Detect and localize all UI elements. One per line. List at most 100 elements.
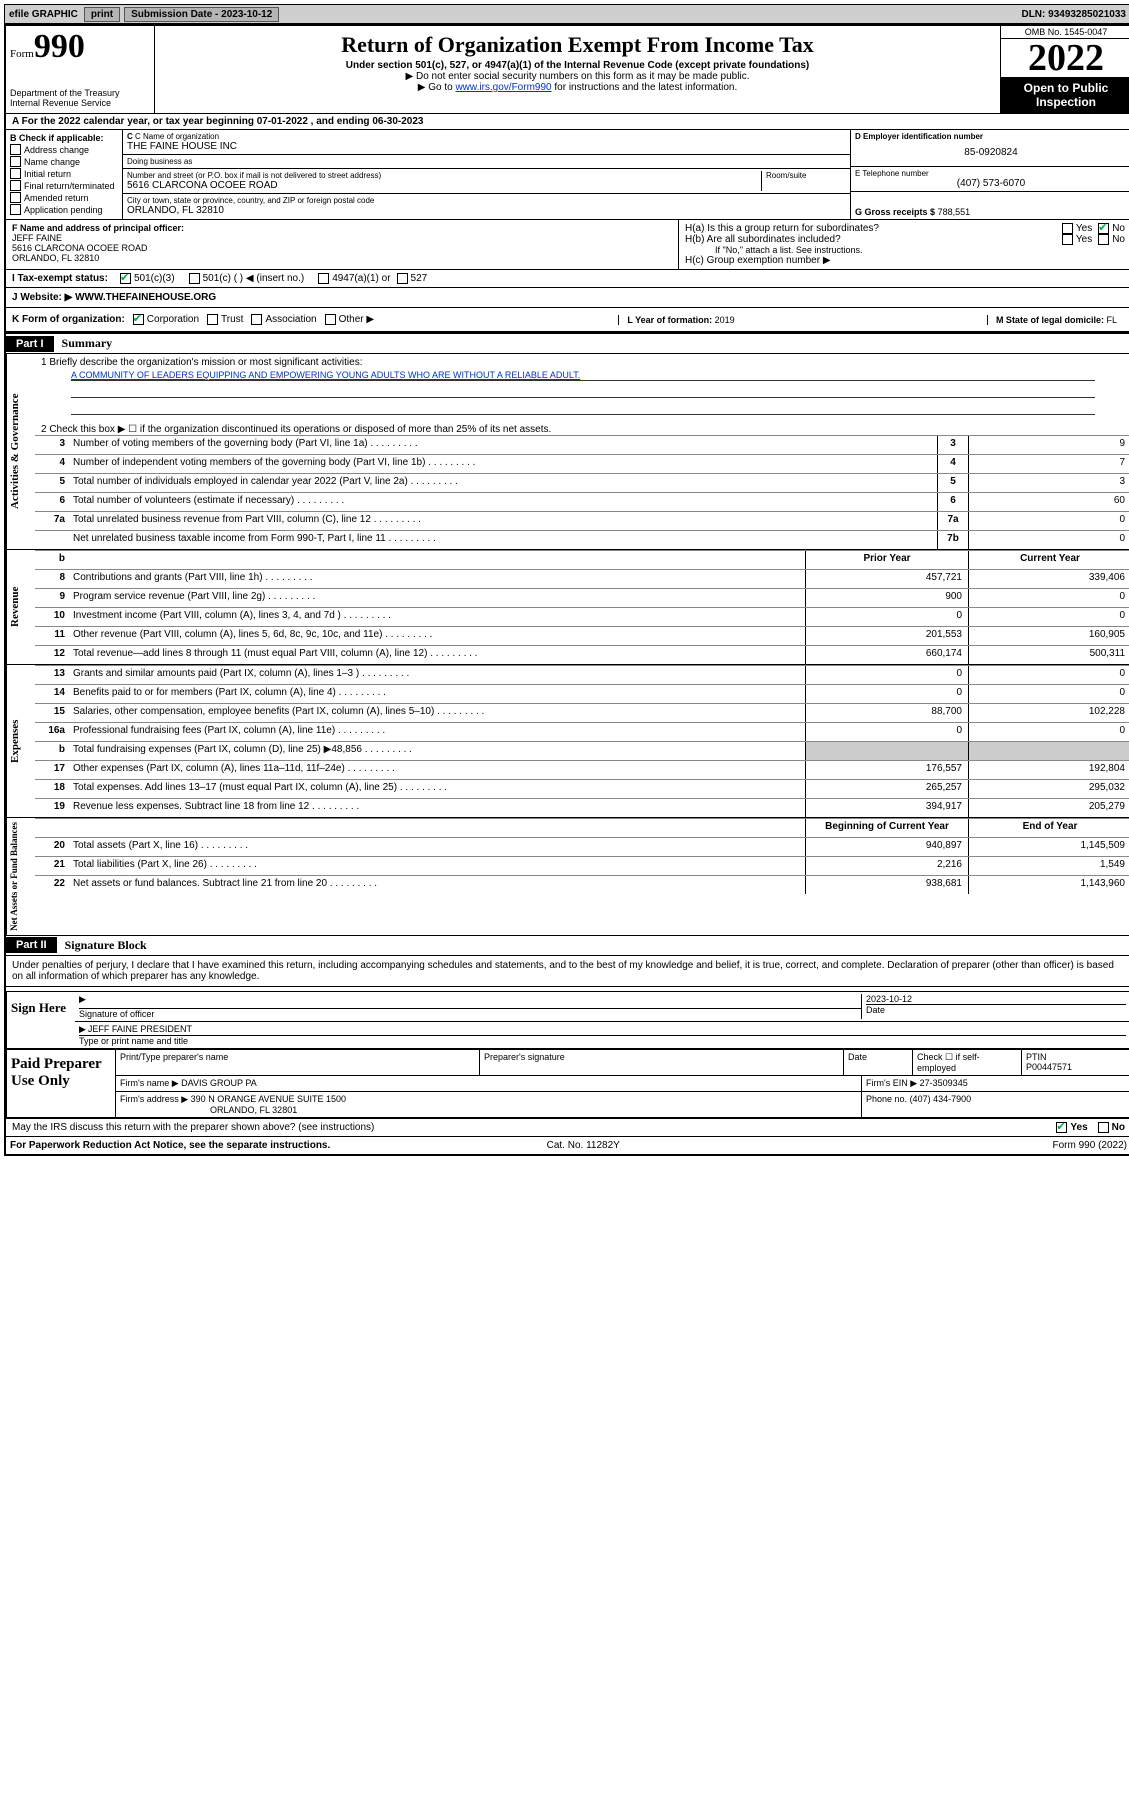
hb-yes[interactable] bbox=[1062, 234, 1073, 245]
summary-line: 22 Net assets or fund balances. Subtract… bbox=[35, 875, 1129, 894]
hdr-current-year: Current Year bbox=[968, 551, 1129, 569]
row-tax-status: I Tax-exempt status: 501(c)(3) 501(c) ( … bbox=[6, 270, 1129, 288]
paid-preparer-block: Paid Preparer Use Only Print/Type prepar… bbox=[6, 1049, 1129, 1118]
summary-line: 13 Grants and similar amounts paid (Part… bbox=[35, 665, 1129, 684]
sign-date: 2023-10-12 bbox=[866, 994, 1126, 1004]
chk-corp[interactable] bbox=[133, 314, 144, 325]
form-word: Form bbox=[10, 48, 34, 60]
summary-line: 17 Other expenses (Part IX, column (A), … bbox=[35, 760, 1129, 779]
officer-name: JEFF FAINE bbox=[12, 233, 672, 243]
irs-yes[interactable] bbox=[1056, 1122, 1067, 1133]
chk-527[interactable] bbox=[397, 273, 408, 284]
summary-line: 9 Program service revenue (Part VIII, li… bbox=[35, 588, 1129, 607]
chk-address[interactable] bbox=[10, 144, 21, 155]
summary-line: 15 Salaries, other compensation, employe… bbox=[35, 703, 1129, 722]
otp-1: Open to Public bbox=[1003, 81, 1129, 95]
hdr-prior-year: Prior Year bbox=[805, 551, 968, 569]
ptin: P00447571 bbox=[1026, 1062, 1072, 1072]
summary-line: 8 Contributions and grants (Part VIII, l… bbox=[35, 569, 1129, 588]
chk-trust[interactable] bbox=[207, 314, 218, 325]
summary-line: 18 Total expenses. Add lines 13–17 (must… bbox=[35, 779, 1129, 798]
ha-yes[interactable] bbox=[1062, 223, 1073, 234]
ein: 85-0920824 bbox=[855, 141, 1127, 164]
subtitle-2: ▶ Do not enter social security numbers o… bbox=[161, 71, 994, 82]
chk-final[interactable] bbox=[10, 180, 21, 191]
box-c-org: C C Name of organization THE FAINE HOUSE… bbox=[123, 130, 850, 219]
ha-no[interactable] bbox=[1098, 223, 1109, 234]
irs-link[interactable]: www.irs.gov/Form990 bbox=[455, 82, 551, 93]
page-footer: For Paperwork Reduction Act Notice, see … bbox=[6, 1136, 1129, 1154]
summary-line: 6 Total number of volunteers (estimate i… bbox=[35, 492, 1129, 511]
form-container: Form990 Department of the Treasury Inter… bbox=[4, 24, 1129, 1156]
submission-date-button[interactable]: Submission Date - 2023-10-12 bbox=[124, 7, 279, 22]
print-button[interactable]: print bbox=[84, 7, 120, 22]
chk-initial[interactable] bbox=[10, 168, 21, 179]
chk-name[interactable] bbox=[10, 156, 21, 167]
tax-year: 2022 bbox=[1001, 39, 1129, 77]
phone: (407) 573-6070 bbox=[855, 178, 1127, 189]
form-title: Return of Organization Exempt From Incom… bbox=[161, 32, 994, 58]
website-url: WWW.THEFAINEHOUSE.ORG bbox=[75, 292, 216, 303]
summary-line: 10 Investment income (Part VIII, column … bbox=[35, 607, 1129, 626]
vtab-revenue: Revenue bbox=[6, 550, 35, 664]
row-website: J Website: ▶ WWW.THEFAINEHOUSE.ORG bbox=[6, 288, 1129, 308]
summary-line: 7a Total unrelated business revenue from… bbox=[35, 511, 1129, 530]
chk-501c[interactable] bbox=[189, 273, 200, 284]
chk-amended[interactable] bbox=[10, 192, 21, 203]
subtitle-3b: for instructions and the latest informat… bbox=[552, 82, 738, 93]
chk-application[interactable] bbox=[10, 204, 21, 215]
irs-discuss-row: May the IRS discuss this return with the… bbox=[6, 1118, 1129, 1136]
summary-line: 21 Total liabilities (Part X, line 26) 2… bbox=[35, 856, 1129, 875]
signature-declaration: Under penalties of perjury, I declare th… bbox=[6, 956, 1129, 987]
summary-line: 4 Number of independent voting members o… bbox=[35, 454, 1129, 473]
form-title-block: Return of Organization Exempt From Incom… bbox=[155, 26, 1000, 114]
gross-receipts: 788,551 bbox=[938, 207, 971, 217]
year-block: OMB No. 1545-0047 2022 Open to Public In… bbox=[1000, 26, 1129, 114]
summary-line: 3 Number of voting members of the govern… bbox=[35, 435, 1129, 454]
part-2-header: Part II Signature Block bbox=[6, 935, 1129, 956]
form-number: 990 bbox=[34, 28, 85, 65]
subtitle-1: Under section 501(c), 527, or 4947(a)(1)… bbox=[161, 60, 994, 71]
top-toolbar: efile GRAPHIC print Submission Date - 20… bbox=[4, 4, 1129, 24]
summary-line: 16a Professional fundraising fees (Part … bbox=[35, 722, 1129, 741]
box-b-header: B Check if applicable: bbox=[10, 133, 118, 143]
dept-line-1: Department of the Treasury bbox=[10, 88, 150, 98]
chk-501c3[interactable] bbox=[120, 273, 131, 284]
summary-line: 12 Total revenue—add lines 8 through 11 … bbox=[35, 645, 1129, 664]
summary-line: 20 Total assets (Part X, line 16) 940,89… bbox=[35, 837, 1129, 856]
summary-line: 5 Total number of individuals employed i… bbox=[35, 473, 1129, 492]
street-address: 5616 CLARCONA OCOEE ROAD bbox=[127, 180, 761, 191]
box-f-officer: F Name and address of principal officer:… bbox=[6, 220, 678, 269]
mission-text: A COMMUNITY OF LEADERS EQUIPPING AND EMP… bbox=[71, 370, 1095, 381]
firm-addr2: ORLANDO, FL 32801 bbox=[120, 1105, 857, 1115]
vtab-governance: Activities & Governance bbox=[6, 354, 35, 549]
summary-line: 11 Other revenue (Part VIII, column (A),… bbox=[35, 626, 1129, 645]
form-id-block: Form990 Department of the Treasury Inter… bbox=[6, 26, 155, 114]
summary-line: 19 Revenue less expenses. Subtract line … bbox=[35, 798, 1129, 817]
firm-ein: 27-3509345 bbox=[920, 1078, 968, 1088]
vtab-net-assets: Net Assets or Fund Balances bbox=[6, 818, 35, 935]
irs-no[interactable] bbox=[1098, 1122, 1109, 1133]
state-domicile: FL bbox=[1106, 315, 1117, 325]
chk-assoc[interactable] bbox=[251, 314, 262, 325]
line-2: 2 Check this box ▶ ☐ if the organization… bbox=[35, 421, 1129, 435]
subtitle-3a: ▶ Go to bbox=[418, 82, 456, 93]
row-a-period: A For the 2022 calendar year, or tax yea… bbox=[6, 114, 1129, 130]
box-h: H(a) Is this a group return for subordin… bbox=[678, 220, 1129, 269]
city-state-zip: ORLANDO, FL 32810 bbox=[127, 205, 846, 216]
otp-2: Inspection bbox=[1003, 95, 1129, 109]
dln-label: DLN: 93493285021033 bbox=[1021, 9, 1129, 20]
box-b-checks: B Check if applicable: Address change Na… bbox=[6, 130, 123, 219]
row-k-org-form: K Form of organization: Corporation Trus… bbox=[6, 308, 1129, 333]
firm-addr1: 390 N ORANGE AVENUE SUITE 1500 bbox=[191, 1094, 346, 1104]
chk-other[interactable] bbox=[325, 314, 336, 325]
firm-phone: (407) 434-7900 bbox=[910, 1094, 972, 1104]
officer-signed-name: JEFF FAINE PRESIDENT bbox=[79, 1024, 1126, 1035]
sign-here-block: Sign Here Signature of officer 2023-10-1… bbox=[6, 991, 1129, 1049]
part-1-header: Part I Summary bbox=[6, 333, 1129, 354]
firm-name: DAVIS GROUP PA bbox=[181, 1078, 257, 1088]
year-formation: 2019 bbox=[715, 315, 735, 325]
hb-no[interactable] bbox=[1098, 234, 1109, 245]
chk-4947[interactable] bbox=[318, 273, 329, 284]
summary-line: Net unrelated business taxable income fr… bbox=[35, 530, 1129, 549]
